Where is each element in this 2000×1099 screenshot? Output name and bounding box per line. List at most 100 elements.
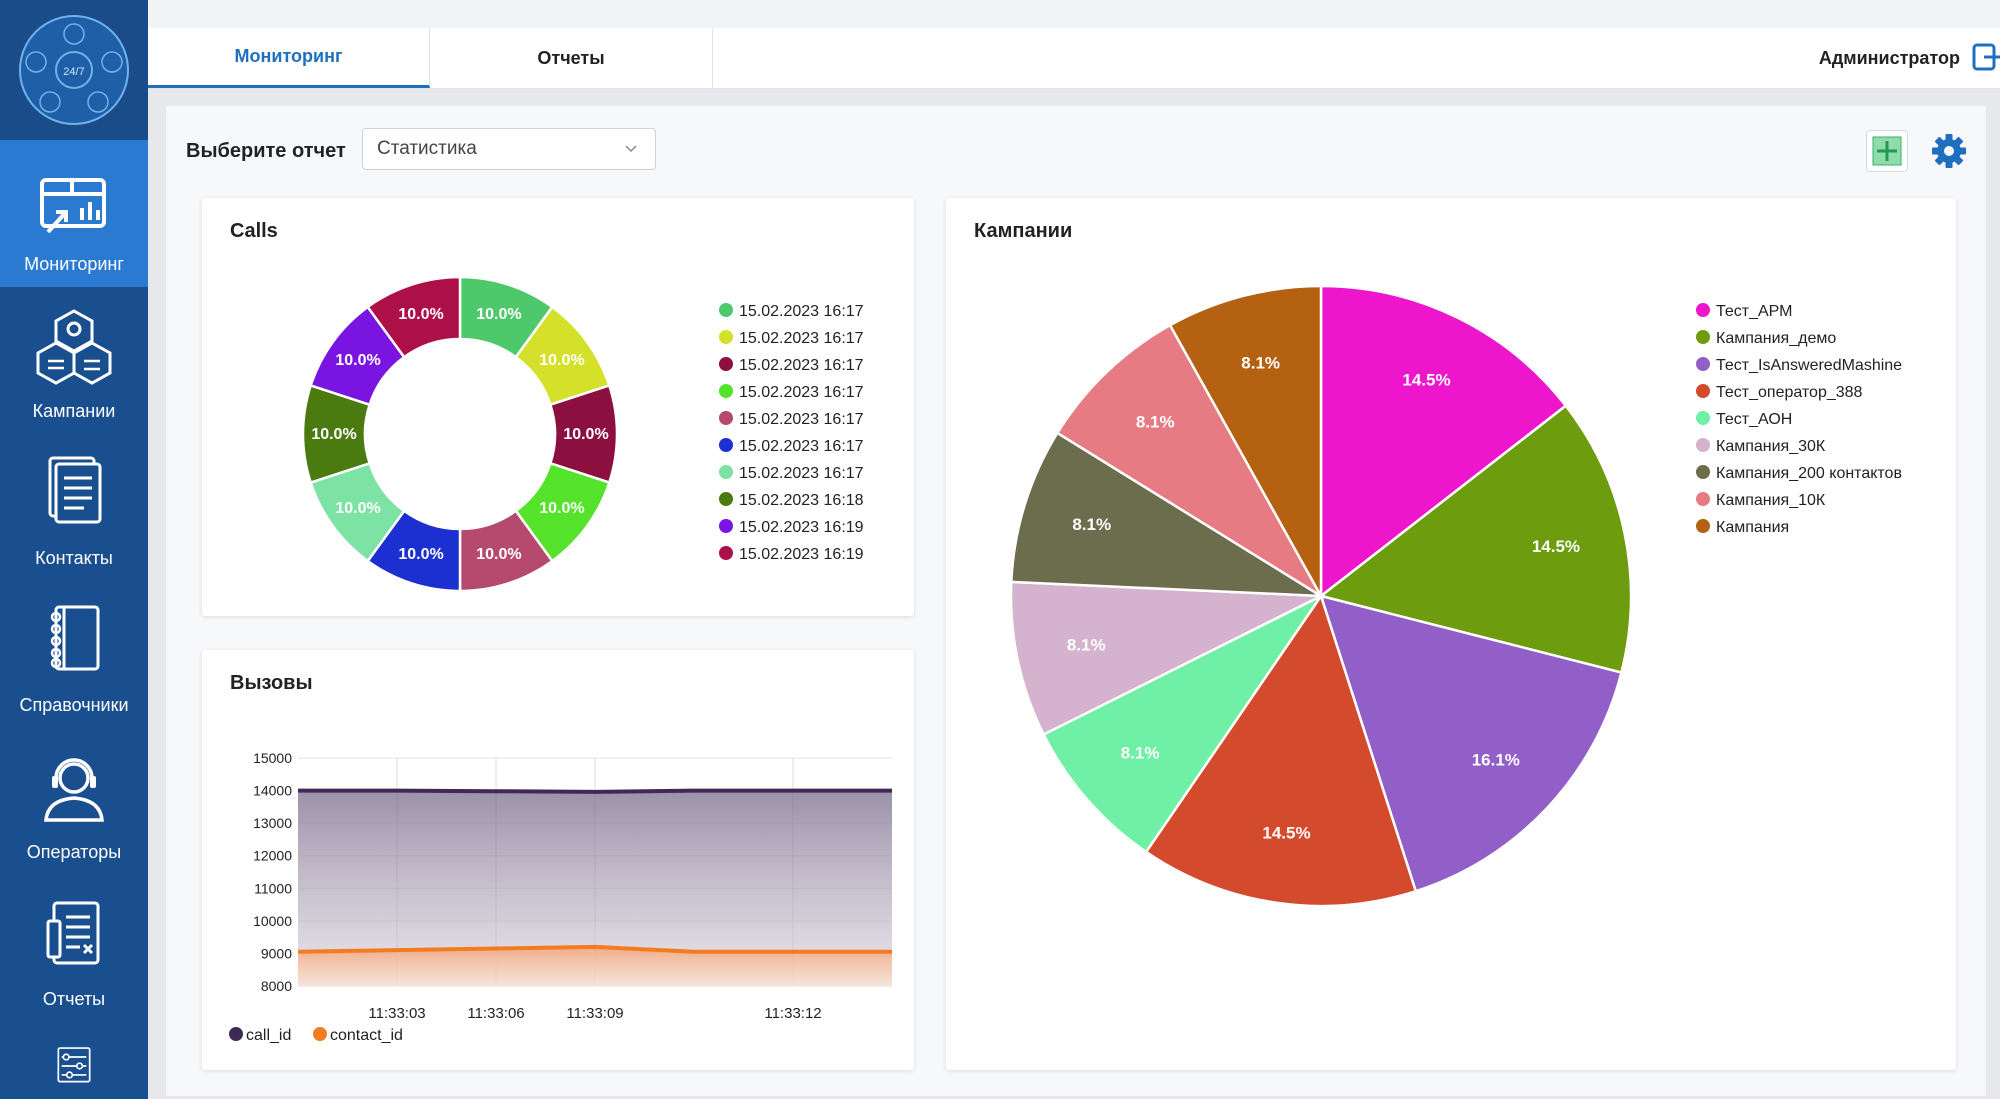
slice-label: 16.1% <box>1472 750 1520 769</box>
report-select-label: Выберите отчет <box>186 140 346 162</box>
legend-label[interactable]: contact_id <box>330 1027 403 1044</box>
sidebar-item-label: Справочники <box>19 695 129 715</box>
y-tick-label: 14000 <box>253 783 292 799</box>
legend-label[interactable]: 15.02.2023 16:17 <box>739 330 864 347</box>
legend-marker <box>719 519 733 533</box>
legend-label[interactable]: Кампания_10К <box>1716 492 1826 509</box>
report-select[interactable]: Статистика <box>362 128 656 170</box>
legend-marker <box>1696 303 1710 317</box>
operators-icon <box>44 758 104 822</box>
sidebar-item-campaigns[interactable]: Кампании <box>0 287 148 434</box>
legend-label[interactable]: 15.02.2023 16:17 <box>739 438 864 455</box>
pie-slice[interactable] <box>1319 594 1623 893</box>
legend-marker <box>313 1027 327 1041</box>
kampanii-card: Кампании 14.5% 14.5% 16.1% 14.5% 8.1% 8.1% 8.1… <box>946 198 1956 1070</box>
legend-label[interactable]: 15.02.2023 16:17 <box>739 465 864 482</box>
legend-marker <box>719 465 733 479</box>
legend-marker <box>719 303 733 317</box>
legend-marker <box>1696 465 1710 479</box>
slice-label: 10.0% <box>563 426 608 443</box>
slice-label: 14.5% <box>1402 370 1450 389</box>
pie-slice[interactable] <box>1319 284 1568 599</box>
sidebar-item-reports[interactable]: Отчеты <box>0 875 148 1022</box>
legend-marker <box>719 384 733 398</box>
slice-label: 8.1% <box>1072 515 1111 534</box>
legend-label[interactable]: Тест_IsAnsweredMashine <box>1716 357 1902 374</box>
slice-label: 10.0% <box>335 500 380 517</box>
sidebar-item-directory[interactable]: Справочники <box>0 581 148 728</box>
logout-icon[interactable] <box>1972 42 2000 72</box>
calls-donut-chart: 10.0% 10.0% 10.0% 10.0% 10.0% 10.0% 10.0% 10.0%… <box>301 275 864 593</box>
call_id-line[interactable] <box>298 788 892 794</box>
pie-slice[interactable] <box>1009 580 1326 737</box>
slice-label: 14.5% <box>1262 824 1310 843</box>
calls-card: Calls 10.0% 10.0% 10.0% 10.0% 10.0% 10.0% 10.0… <box>202 198 914 616</box>
legend-label[interactable]: Тест_оператор_388 <box>1716 384 1863 401</box>
pie-slice[interactable] <box>365 275 462 359</box>
contact_id-line[interactable] <box>297 944 892 954</box>
calls-title: Calls <box>230 220 278 242</box>
settings-sliders-icon <box>57 1047 91 1083</box>
gear-icon <box>1932 134 1966 168</box>
legend-marker <box>1696 492 1710 506</box>
campaigns-icon <box>36 309 112 385</box>
legend-label[interactable]: Кампания <box>1716 519 1789 536</box>
pie-slice[interactable] <box>1010 431 1326 598</box>
slice-label: 10.0% <box>398 306 443 323</box>
slice-label: 10.0% <box>539 500 584 517</box>
y-tick-label: 15000 <box>253 750 292 766</box>
monitoring-icon <box>40 178 106 234</box>
legend-label[interactable]: 15.02.2023 16:17 <box>739 357 864 374</box>
pie-slice[interactable] <box>1168 284 1323 601</box>
sidebar-item-settings[interactable] <box>0 1022 148 1099</box>
sidebar-item-operators[interactable]: Операторы <box>0 728 148 875</box>
tab-monitoring[interactable]: Мониторинг <box>148 28 430 88</box>
legend-label[interactable]: call_id <box>246 1027 291 1044</box>
user-name[interactable]: Администратор <box>1818 47 1960 68</box>
legend-marker <box>719 492 733 506</box>
settings-button[interactable] <box>1928 130 1970 172</box>
y-tick-label: 10000 <box>253 913 292 929</box>
kampanii-title: Кампании <box>974 220 1073 242</box>
legend-label[interactable]: 15.02.2023 16:17 <box>739 411 864 428</box>
y-tick-label: 11000 <box>254 880 292 896</box>
window-top-strip <box>148 0 2000 29</box>
legend-marker <box>719 357 733 371</box>
reports-icon <box>46 901 100 965</box>
legend-label[interactable]: Тест_АОН <box>1716 411 1792 428</box>
logo-247-icon: 24/7 <box>19 15 129 125</box>
legend-marker <box>719 330 733 344</box>
vyzovy-title: Вызовы <box>230 672 313 694</box>
legend-marker <box>1696 357 1710 371</box>
pie-slice[interactable] <box>1041 592 1325 854</box>
pie-slice[interactable] <box>1055 323 1325 600</box>
legend-label[interactable]: 15.02.2023 16:19 <box>739 519 864 536</box>
sidebar-item-label: Контакты <box>35 548 113 568</box>
tab-reports[interactable]: Отчеты <box>430 28 713 88</box>
slice-label: 10.0% <box>398 546 443 563</box>
legend-label[interactable]: 15.02.2023 16:18 <box>739 492 864 509</box>
legend-label[interactable]: 15.02.2023 16:19 <box>739 546 864 563</box>
legend-label[interactable]: Кампания_200 контактов <box>1716 465 1902 482</box>
pie-slice[interactable] <box>1318 404 1633 675</box>
sidebar: 24/7 Мониторинг Кампании <box>0 0 148 1099</box>
x-tick-label: 11:33:06 <box>467 1005 524 1022</box>
pie-slice[interactable] <box>1144 593 1418 908</box>
sidebar-item-contacts[interactable]: Контакты <box>0 434 148 581</box>
logo-text: 24/7 <box>63 66 84 78</box>
add-widget-button[interactable] <box>1866 130 1908 172</box>
legend-marker <box>1696 411 1710 425</box>
legend-marker <box>719 411 733 425</box>
call_id-area <box>298 790 892 986</box>
legend-label[interactable]: 15.02.2023 16:17 <box>739 384 864 401</box>
legend-marker <box>1696 438 1710 452</box>
logo: 24/7 <box>0 0 148 140</box>
legend-label[interactable]: Кампания_30К <box>1716 438 1826 455</box>
legend-label[interactable]: Кампания_демо <box>1716 330 1836 347</box>
legend-label[interactable]: 15.02.2023 16:17 <box>739 303 864 320</box>
legend-label[interactable]: Тест_АРМ <box>1716 303 1793 320</box>
sidebar-item-monitoring[interactable]: Мониторинг <box>0 140 148 287</box>
slice-label: 10.0% <box>476 306 521 323</box>
legend-marker <box>229 1027 243 1041</box>
slice-label: 14.5% <box>1532 537 1580 556</box>
